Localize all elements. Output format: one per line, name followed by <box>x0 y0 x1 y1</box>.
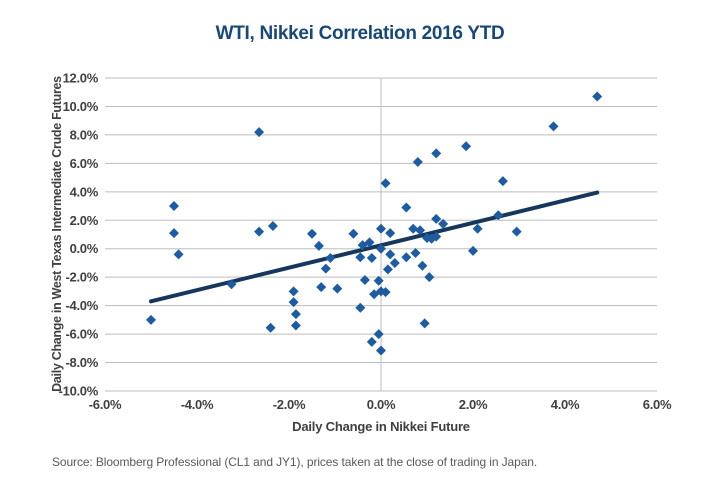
data-point <box>376 345 386 356</box>
chart-title: WTI, Nikkei Correlation 2016 YTD <box>215 23 505 44</box>
data-point <box>438 218 449 229</box>
y-tick-label: 0.0% <box>70 241 99 256</box>
data-point <box>385 249 396 260</box>
y-tick-label: 6.0% <box>70 156 99 171</box>
data-point <box>380 178 391 189</box>
data-point <box>169 201 179 212</box>
data-point <box>288 286 299 297</box>
data-point <box>316 282 327 293</box>
data-point <box>146 314 156 325</box>
data-point <box>592 91 603 102</box>
data-point <box>468 245 478 256</box>
data-point <box>267 220 278 231</box>
data-point <box>493 210 504 221</box>
x-tick-label: 4.0% <box>551 397 580 412</box>
data-point <box>290 309 301 320</box>
data-point <box>366 336 377 347</box>
x-tick-label: -4.0% <box>181 397 214 412</box>
trend-line <box>149 190 600 304</box>
x-tick-labels: -6.0% -4.0% -2.0% 0.0% 2.0% 4.0% 6.0% <box>89 397 672 412</box>
x-axis-title: Daily Change in Nikkei Future <box>292 419 470 434</box>
x-tick-label: 0.0% <box>367 397 396 412</box>
data-point <box>332 283 343 294</box>
data-point <box>461 141 472 152</box>
data-point <box>313 240 324 251</box>
y-tick-label: -10.0% <box>59 384 99 399</box>
y-tick-label: 2.0% <box>70 213 99 228</box>
data-point <box>389 257 400 268</box>
data-point <box>417 260 428 271</box>
y-tick-label: -4.0% <box>66 298 99 313</box>
data-point <box>431 213 442 224</box>
data-point <box>424 272 435 283</box>
source-attribution: Source: Bloomberg Professional (CL1 and … <box>52 455 538 469</box>
y-tick-label: 12.0% <box>63 71 99 86</box>
data-point <box>169 228 179 239</box>
y-tick-label: 4.0% <box>70 184 99 199</box>
data-point <box>373 329 384 340</box>
data-point <box>415 225 426 236</box>
data-point <box>254 127 265 138</box>
data-point <box>376 243 386 254</box>
data-point <box>355 302 366 313</box>
y-tick-label: 8.0% <box>70 127 99 142</box>
data-point <box>320 263 331 274</box>
data-point <box>359 275 370 286</box>
y-tick-label: -2.0% <box>66 270 99 285</box>
data-point <box>382 264 393 275</box>
data-point <box>412 156 423 167</box>
data-point <box>548 121 559 132</box>
data-point <box>364 237 375 248</box>
data-point <box>226 279 237 290</box>
data-point <box>173 249 184 260</box>
data-point <box>288 297 299 308</box>
data-point <box>254 226 265 237</box>
data-point <box>410 247 421 258</box>
data-point <box>376 223 386 234</box>
data-point <box>380 287 391 298</box>
data-point <box>431 148 442 159</box>
data-point <box>431 231 442 242</box>
data-point <box>307 228 317 239</box>
scatter-points <box>146 91 603 356</box>
data-point <box>290 320 301 331</box>
data-point <box>419 318 430 329</box>
y-tick-label: -8.0% <box>66 355 99 370</box>
data-point <box>401 252 412 263</box>
data-point <box>355 252 366 263</box>
data-point <box>265 322 276 333</box>
y-tick-labels: 12.0% 10.0% 8.0% 6.0% 4.0% 2.0% 0.0% -2.0% -4.0%… <box>59 71 99 399</box>
x-tick-label: -2.0% <box>273 397 306 412</box>
x-tick-label: -6.0% <box>89 397 122 412</box>
data-point <box>325 252 336 263</box>
data-point <box>472 223 483 234</box>
data-point <box>385 228 396 239</box>
data-point <box>366 252 377 263</box>
data-point <box>348 228 359 239</box>
data-point <box>497 176 508 187</box>
x-tick-label: 6.0% <box>643 397 672 412</box>
data-point <box>408 223 419 234</box>
y-tick-label: -6.0% <box>66 327 99 342</box>
x-tick-label: 2.0% <box>459 397 488 412</box>
data-point <box>401 202 412 213</box>
data-point <box>373 275 384 286</box>
y-tick-label: 10.0% <box>63 99 99 114</box>
data-point <box>511 226 522 237</box>
